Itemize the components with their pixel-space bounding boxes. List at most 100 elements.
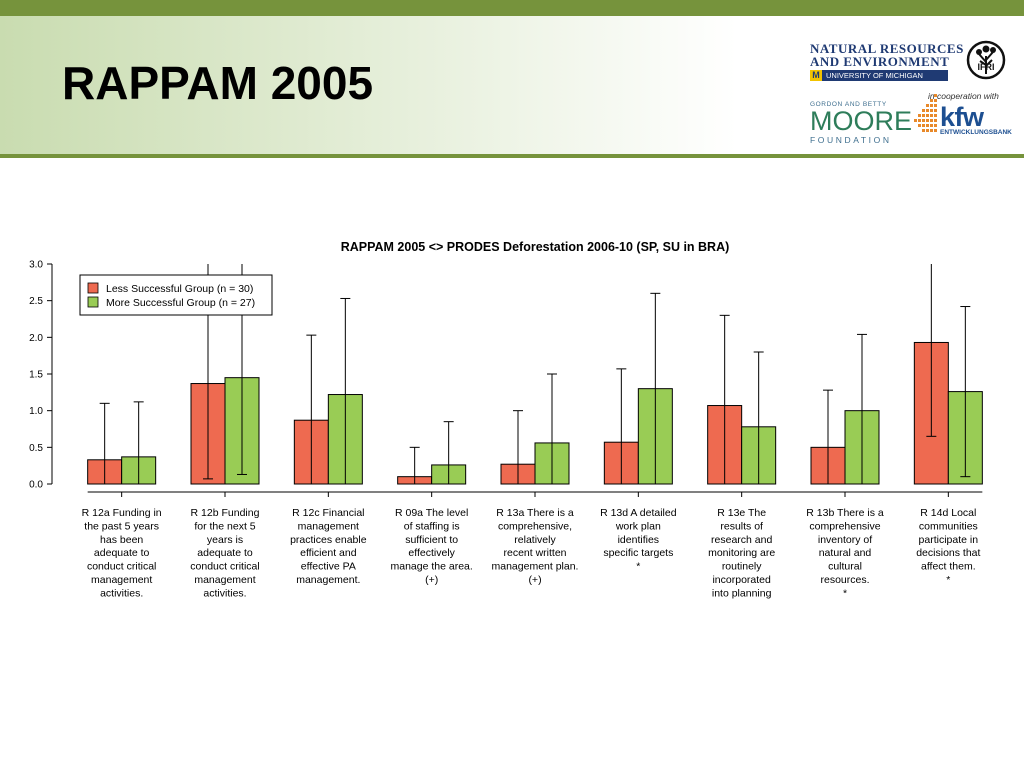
x-tick-label-line: adequate to	[197, 547, 253, 559]
x-tick-label-line: comprehensive	[809, 520, 880, 532]
y-tick-label: 1.5	[29, 370, 43, 381]
x-tick-label-line: effective PA	[301, 561, 356, 573]
x-tick-label-line: (+)	[425, 574, 438, 586]
x-tick-label-line: results of	[720, 520, 763, 532]
x-tick-label-line: management	[298, 520, 359, 532]
header-band	[0, 16, 1024, 154]
x-tick-label-line: practices enable	[290, 534, 367, 546]
legend-swatch-more-successful	[87, 296, 99, 308]
x-tick-label-line: research and	[711, 534, 772, 546]
y-tick-label: 1.0	[29, 406, 43, 417]
x-tick-label-line: (+)	[528, 574, 541, 586]
y-tick-label: 2.5	[29, 296, 43, 307]
x-tick-label-line: management.	[296, 574, 360, 586]
x-tick-label-line: R 13b There is a	[806, 507, 884, 519]
x-tick-label-line: years is	[207, 534, 243, 546]
legend-swatch-less-successful	[87, 282, 99, 294]
x-tick-label-line: decisions that	[916, 547, 980, 559]
y-tick-label: 0.0	[29, 480, 43, 491]
nre-logo-line3: UNIVERSITY OF MICHIGAN	[826, 71, 923, 80]
x-tick-label: R 12c Financial management practices enabl…	[290, 507, 367, 586]
nre-logo-line2: AND ENVIRONMENT	[810, 54, 950, 69]
ifri-label: IFRI	[977, 62, 995, 72]
x-tick-label-line: natural and	[819, 547, 872, 559]
top-accent-bar	[0, 0, 1024, 16]
x-tick-label-line: R 13e The	[717, 507, 766, 519]
x-tick-label: R 09a The level of staffing is sufficient …	[391, 507, 473, 586]
x-tick-label: R 12a Funding in the past 5 years has been…	[82, 507, 162, 599]
x-tick-label-line: *	[636, 561, 640, 573]
x-tick-label-line: efficient and	[300, 547, 357, 559]
nre-logo-university: M UNIVERSITY OF MICHIGAN	[810, 70, 948, 81]
moore-logo-line2: MOORE	[810, 106, 913, 136]
nre-logo-line1: NATURAL RESOURCES	[810, 41, 964, 56]
x-tick-label-line: effectively	[408, 547, 455, 559]
x-tick-label-line: management	[194, 574, 255, 586]
chart-title: RAPPAM 2005 <> PRODES Deforestation 2006…	[341, 240, 730, 254]
legend-box	[79, 274, 273, 316]
x-tick-label: R 13a There is a comprehensive, relatively…	[492, 507, 579, 586]
x-tick-label-line: for the next 5	[194, 520, 255, 532]
y-tick-label: 0.5	[29, 443, 43, 454]
y-tick-label: 2.0	[29, 333, 43, 344]
x-tick-label-line: participate in	[919, 534, 979, 546]
x-tick-label-line: inventory of	[818, 534, 872, 546]
rappam-bar-chart: RAPPAM 2005 <> PRODES Deforestation 2006…	[29, 240, 983, 599]
x-tick-label-line: conduct critical	[87, 561, 156, 573]
x-tick-label: R 13b There is a comprehensive inventory o…	[806, 507, 884, 599]
x-tick-label-line: cultural	[828, 561, 862, 573]
x-tick-label: R 13e The results of research and monitorin…	[708, 507, 775, 599]
kfw-dots-icon	[914, 94, 937, 132]
cooperation-text: in cooperation with	[928, 91, 999, 101]
x-tick-label: R 12b Funding for the next 5 years is adequ…	[190, 507, 259, 599]
x-tick-label-line: management	[91, 574, 152, 586]
moore-foundation-logo: GORDON AND BETTY MOORE FOUNDATION	[810, 101, 913, 145]
x-tick-label-line: sufficient to	[405, 534, 458, 546]
x-tick-label-line: R 12a Funding in	[82, 507, 162, 519]
x-tick-label-line: *	[946, 574, 950, 586]
legend-label-less-successful: Less Successful Group (n = 30)	[106, 283, 253, 295]
x-tick-label-line: of staffing is	[404, 520, 460, 532]
x-tick-label-line: recent written	[503, 547, 566, 559]
nre-michigan-logo: NATURAL RESOURCES AND ENVIRONMENT M UNIV…	[810, 41, 964, 81]
x-tick-label: R 13d A detailed work plan identifies speci…	[600, 507, 677, 573]
x-tick-label-line: R 09a The level	[395, 507, 468, 519]
header-rule	[0, 154, 1024, 158]
chart-legend: Less Successful Group (n = 30) More Succ…	[79, 274, 273, 316]
x-tick-label-line: communities	[919, 520, 978, 532]
legend-label-more-successful: More Successful Group (n = 27)	[106, 297, 255, 309]
ifri-tree-icon	[966, 40, 1006, 80]
x-tick-label-line: has been	[100, 534, 143, 546]
x-tick-label-line: manage the area.	[391, 561, 473, 573]
x-tick-label-line: management plan.	[492, 561, 579, 573]
x-tick-label-line: conduct critical	[190, 561, 259, 573]
moore-logo-line3: FOUNDATION	[810, 135, 892, 145]
x-tick-label-line: the past 5 years	[84, 520, 159, 532]
slide-title: RAPPAM 2005	[62, 57, 374, 109]
x-tick-label-line: relatively	[514, 534, 556, 546]
x-tick-label-line: R 12c Financial	[292, 507, 364, 519]
y-tick-label: 3.0	[29, 260, 43, 271]
x-tick-label-line: into planning	[712, 587, 772, 599]
x-tick-label-line: R 14d Local	[920, 507, 976, 519]
kfw-subtitle: ENTWICKLUNGSBANK	[940, 129, 1012, 136]
x-tick-label-line: monitoring are	[708, 547, 775, 559]
x-tick-label-line: incorporated	[712, 574, 771, 586]
x-tick-label-line: R 12b Funding	[191, 507, 260, 519]
x-tick-label-line: activities.	[203, 587, 246, 599]
x-tick-label-line: resources.	[820, 574, 869, 586]
x-tick-label-line: *	[843, 587, 847, 599]
x-tick-label-line: routinely	[722, 561, 762, 573]
moore-logo-line1: GORDON AND BETTY	[810, 101, 887, 108]
kfw-wordmark: kfw	[940, 102, 984, 132]
plot-area: 0.0 0.5 1.0 1.5 2.0 2.5 3.0 R 12a Funding in the…	[29, 260, 983, 599]
x-tick-label-line: adequate to	[94, 547, 150, 559]
x-tick-label-line: specific targets	[603, 547, 673, 559]
x-tick-label-line: comprehensive,	[498, 520, 572, 532]
x-tick-label-line: identifies	[618, 534, 659, 546]
x-tick-label-line: activities.	[100, 587, 143, 599]
x-tick-label-line: affect them.	[921, 561, 976, 573]
x-tick-label-line: work plan	[615, 520, 661, 532]
michigan-m-icon: M	[810, 70, 822, 81]
x-tick-label-line: R 13d A detailed	[600, 507, 677, 519]
